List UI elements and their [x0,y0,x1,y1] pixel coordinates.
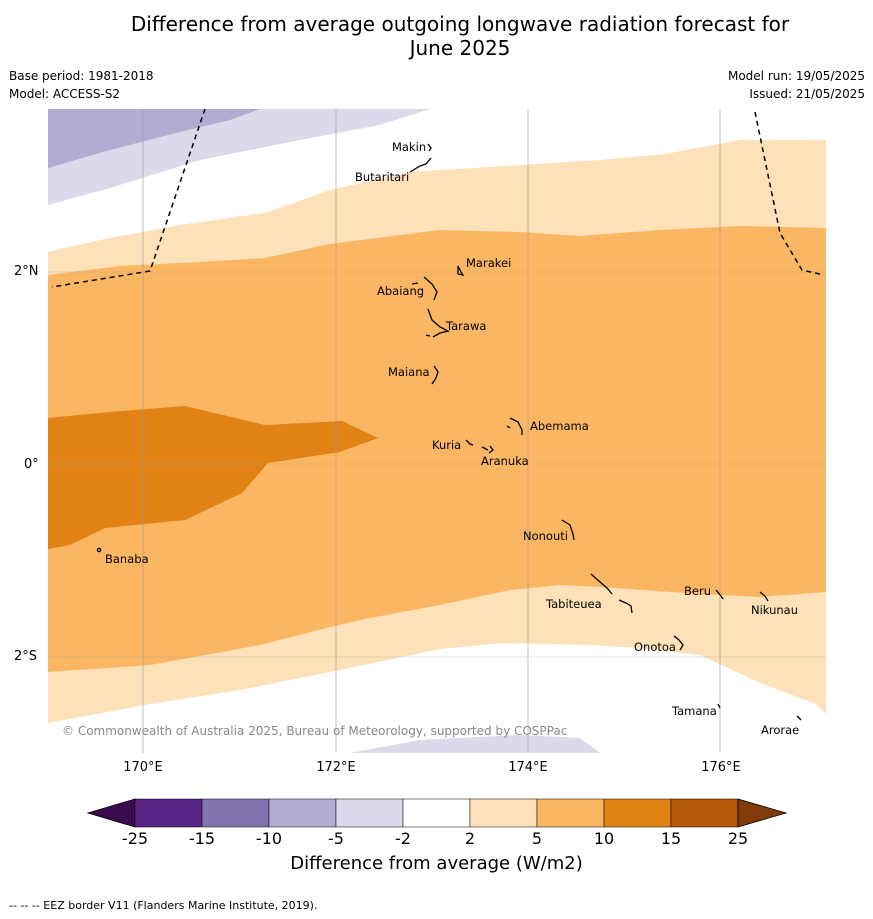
colorbar-tick-label: 2 [464,829,476,848]
colorbar-tick-label: -5 [328,829,344,848]
copyright-notice: © Commonwealth of Australia 2025, Bureau… [62,724,568,738]
colorbar-tick-label: -25 [121,829,149,848]
lon-tick-174e: 174°E [508,760,548,775]
gridlines [48,109,826,753]
label-kuria: Kuria [432,438,461,452]
map-fill [48,109,826,753]
colorbar-tick-label: 15 [660,829,682,848]
colorbar-segment [134,798,203,828]
lat-tick-0: 0° [24,457,39,472]
label-onotoa: Onotoa [634,640,676,654]
label-aranuka: Aranuka [481,454,529,468]
colorbar-tick-label: -10 [255,829,283,848]
colorbar-segment [335,798,404,828]
map-title: Difference from average outgoing longwav… [0,12,873,60]
colorbar-tick-label: 5 [531,829,543,848]
colorbar-segment [603,798,672,828]
label-beru: Beru [684,584,711,598]
label-butaritari: Butaritari [355,170,409,184]
label-maiana: Maiana [388,365,430,379]
colorbar-segment [268,798,337,828]
colorbar-label: Difference from average (W/m2) [290,853,583,874]
label-tabiteuea: Tabiteuea [545,597,602,611]
lat-tick-2s: 2°S [14,649,38,664]
lon-tick-176e: 176°E [701,760,741,775]
label-tamana: Tamana [671,704,717,718]
title-line-2: June 2025 [409,36,511,60]
meta-right: Model run: 19/05/2025 Issued: 21/05/2025 [728,67,865,103]
colorbar-segment [469,798,538,828]
label-nonouti: Nonouti [523,529,568,543]
colorbar-tick-label: -2 [395,829,411,848]
colorbar-tick-label: 25 [727,829,749,848]
label-tarawa: Tarawa [445,319,486,333]
eez-legend: -- -- -- EEZ border V11 (Flanders Marine… [9,899,318,912]
eez-border [51,109,825,288]
colorbar-extend-high [737,798,788,828]
label-marakei: Marakei [466,256,511,270]
title-line-1: Difference from average outgoing longwav… [130,12,790,36]
model-name: Model: ACCESS-S2 [9,87,121,101]
island-shapes [96,143,802,721]
colorbar-tick-label: -15 [188,829,216,848]
colorbar-segment [670,798,739,828]
colorbar-tick-label: 10 [593,829,615,848]
colorbar [86,798,788,828]
colorbar-segment [402,798,471,828]
label-arorae: Arorae [761,723,799,737]
model-run: Model run: 19/05/2025 [727,69,865,83]
base-period: Base period: 1981-2018 [9,69,154,83]
lon-tick-172e: 172°E [316,760,356,775]
meta-left: Base period: 1981-2018 Model: ACCESS-S2 [9,67,154,103]
colorbar-segment [201,798,270,828]
label-abemama: Abemama [530,419,589,433]
label-makin: Makin [392,140,426,154]
island-labels: Makin Butaritari Marakei Abaiang Tarawa … [105,140,799,737]
label-nikunau: Nikunau [751,603,798,617]
label-abaiang: Abaiang [377,284,424,298]
lat-tick-2n: 2°N [14,264,39,279]
colorbar-segment [536,798,605,828]
label-banaba: Banaba [105,552,149,566]
issued-date: Issued: 21/05/2025 [749,87,865,101]
lon-tick-170e: 170°E [123,760,163,775]
colorbar-extend-low [86,798,136,828]
